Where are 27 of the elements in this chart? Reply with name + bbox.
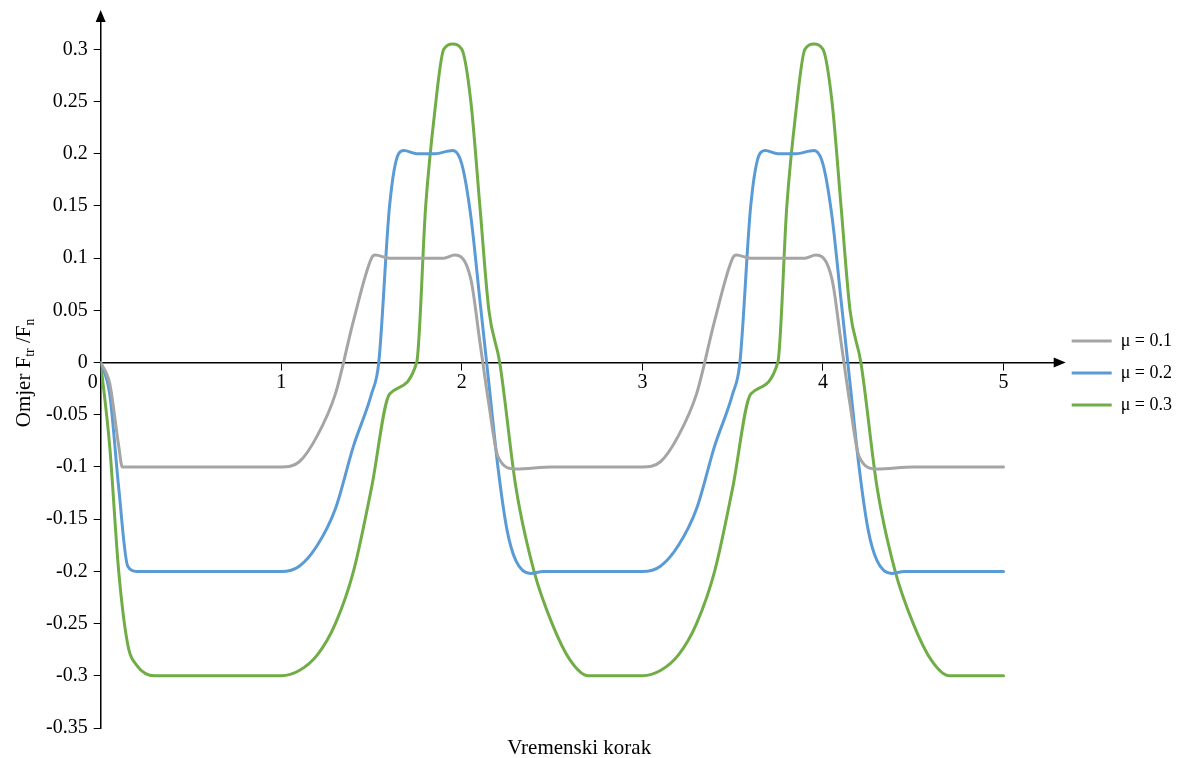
legend-label: μ = 0.3 — [1120, 393, 1173, 414]
line-series — [100, 42, 1006, 678]
y-axis-title: Omjer Ftr /Fn — [10, 318, 37, 428]
x-tick-label: 2 — [456, 369, 467, 392]
y-tick-label: 0.15 — [52, 193, 88, 216]
x-tick-label: 1 — [276, 369, 287, 392]
y-tick-label: -0.35 — [45, 715, 88, 738]
line-series — [100, 253, 1006, 471]
y-tick-label: -0.2 — [55, 558, 88, 581]
legend-label: μ = 0.2 — [1120, 361, 1173, 382]
x-tick-label: 4 — [817, 369, 828, 392]
legend-label: μ = 0.1 — [1120, 329, 1173, 350]
y-tick-label: 0.1 — [62, 245, 88, 268]
y-tick-label: -0.1 — [55, 454, 88, 477]
line-series — [100, 149, 1006, 575]
x-tick-label: 5 — [998, 369, 1009, 392]
y-tick-label: 0 — [77, 349, 88, 372]
y-tick-label: -0.15 — [45, 506, 88, 529]
x-tick-label: 3 — [637, 369, 648, 392]
x-axis-title: Vremenski korak — [507, 734, 652, 758]
y-tick-label: -0.05 — [45, 402, 88, 425]
y-tick-label: 0.3 — [62, 36, 88, 59]
y-tick-label: 0.05 — [52, 297, 88, 320]
y-tick-label: 0.25 — [52, 88, 88, 111]
y-tick-label: 0.2 — [62, 140, 88, 163]
y-tick-label: -0.25 — [45, 610, 88, 633]
y-tick-label: -0.3 — [55, 663, 88, 686]
